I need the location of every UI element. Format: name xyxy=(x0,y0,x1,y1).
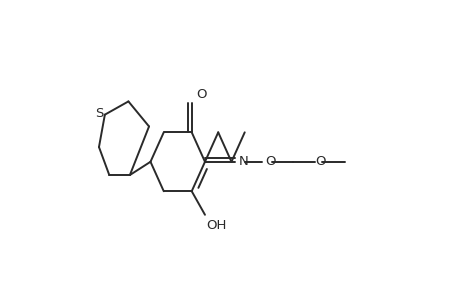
Text: S: S xyxy=(95,107,103,120)
Text: O: O xyxy=(265,155,275,168)
Text: O: O xyxy=(196,88,206,101)
Text: O: O xyxy=(315,155,325,168)
Text: OH: OH xyxy=(206,219,226,232)
Text: N: N xyxy=(238,155,248,168)
